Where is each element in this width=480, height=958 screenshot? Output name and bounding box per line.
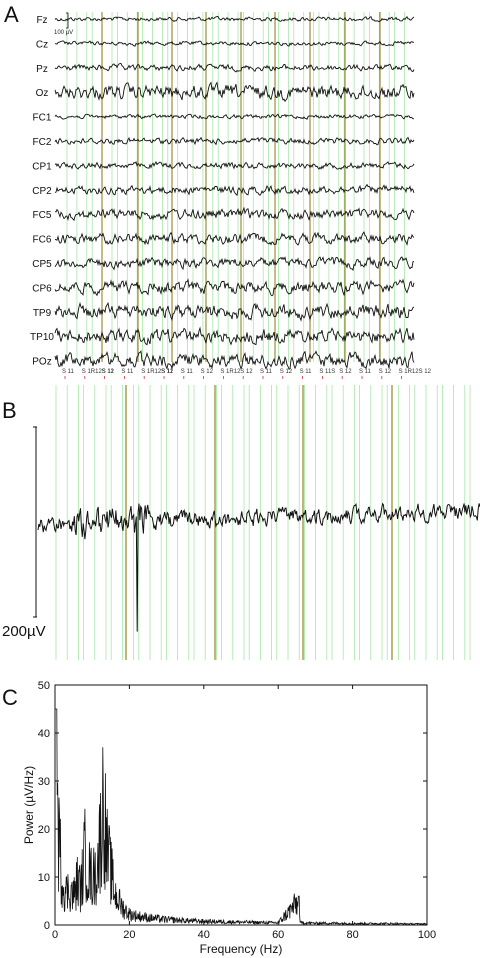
event-label: S 12 — [280, 369, 293, 375]
x-axis-label: Frequency (Hz) — [200, 942, 283, 956]
channel-label: CP2 — [32, 186, 52, 197]
channel-label: CP6 — [32, 283, 52, 294]
y-tick-label: 30 — [38, 776, 50, 788]
channel-trace — [54, 326, 415, 346]
panel-c-letter: C — [2, 685, 18, 710]
x-tick-label: 80 — [346, 929, 358, 941]
event-label: S 11 — [62, 369, 75, 375]
y-tick-label: 50 — [38, 680, 50, 692]
event-label: S 1R12S 11 — [141, 369, 174, 375]
y-tick-label: 0 — [44, 920, 50, 932]
event-label: S 11 — [359, 369, 372, 375]
spectrum-line — [55, 708, 428, 926]
event-label: S 12 — [379, 369, 392, 375]
channel-label: Fz — [36, 15, 47, 26]
x-tick-label: 100 — [418, 929, 436, 941]
x-tick-label: 40 — [198, 929, 210, 941]
channel-trace — [54, 113, 415, 120]
y-tick-label: 20 — [38, 824, 50, 836]
channel-trace — [54, 81, 415, 103]
channel-trace — [54, 231, 415, 247]
channel-label: FC2 — [33, 137, 52, 148]
channel-label: CP1 — [32, 161, 52, 172]
channel-label: FC5 — [33, 210, 52, 221]
channel-label: POz — [32, 357, 51, 368]
event-label: S 11 — [181, 369, 194, 375]
event-label: S 12 — [240, 369, 253, 375]
channel-trace — [54, 63, 415, 73]
channel-trace — [54, 301, 415, 322]
event-label: S 1R12 — [220, 369, 241, 375]
channel-label: TP9 — [33, 308, 52, 319]
event-label: S 11 — [260, 369, 273, 375]
panel-b-letter: B — [2, 398, 17, 423]
channel-trace — [54, 16, 415, 23]
channel-trace — [54, 136, 415, 146]
y-axis-label: Power (µV/Hz) — [22, 766, 36, 844]
channel-label: CP5 — [32, 259, 52, 270]
event-label: S 12 — [201, 369, 214, 375]
event-label: S 11S — [319, 369, 335, 375]
channel-label: Pz — [36, 64, 48, 75]
channel-trace — [54, 256, 415, 272]
channel-trace — [54, 350, 415, 370]
channel-label: Cz — [36, 39, 48, 50]
channel-label: FC6 — [33, 235, 52, 246]
channel-label: Oz — [36, 88, 49, 99]
channel-trace — [54, 278, 415, 297]
channel-trace — [54, 206, 415, 222]
single-channel-trace-chart: 200µV — [2, 385, 480, 660]
eeg-multichannel-chart: Fz Cz Pz Oz FC1 FC2 CP1 CP2 FC5 FC6 CP5 CP6 TP9 TP10 P… — [30, 12, 432, 379]
scale-bar-label: 200µV — [2, 623, 46, 640]
panel-a-letter: A — [4, 2, 19, 27]
channel-trace — [54, 161, 415, 170]
channel-label: FC1 — [33, 113, 52, 124]
channel-label: TP10 — [30, 332, 54, 343]
scale-bar — [66, 12, 69, 29]
event-label: S 12 — [161, 369, 174, 375]
single-channel-trace — [37, 502, 480, 632]
event-label: S 12 — [339, 369, 352, 375]
event-label: S 11 — [300, 369, 313, 375]
channel-trace — [54, 183, 415, 197]
scale-bar-label: 100 µV — [54, 30, 73, 36]
event-label: S 12 — [102, 369, 115, 375]
event-label: S 1R12S 11 — [82, 369, 115, 375]
y-tick-label: 40 — [38, 728, 50, 740]
channel-trace — [54, 40, 415, 47]
x-tick-label: 0 — [52, 929, 58, 941]
plot-frame — [54, 684, 428, 926]
power-spectrum-chart: 0 20 40 60 80 100 0 10 20 30 40 50 Frequency (Hz) Pow… — [22, 680, 436, 956]
x-tick-label: 60 — [272, 929, 284, 941]
y-tick-label: 10 — [38, 872, 50, 884]
event-label: S 11 — [121, 369, 134, 375]
event-label: S 1R12S 12 — [399, 369, 432, 375]
x-tick-label: 20 — [123, 929, 135, 941]
